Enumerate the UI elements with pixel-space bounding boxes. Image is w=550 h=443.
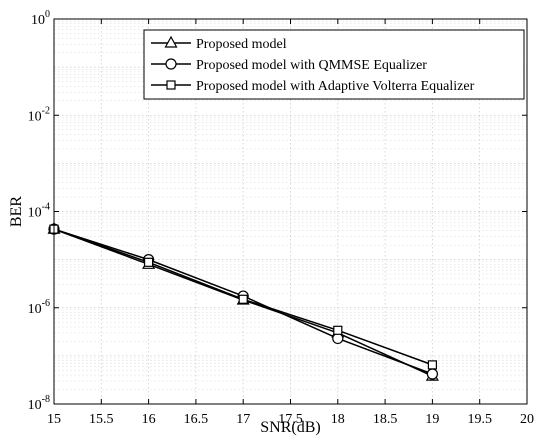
square-marker <box>166 80 176 90</box>
y-tick-label: 10-2 <box>28 105 50 124</box>
y-axis-label: BER <box>8 196 25 227</box>
x-tick-label: 18.5 <box>373 412 398 427</box>
x-tick-label: 20 <box>520 412 534 427</box>
legend-label: Proposed model with Adaptive Volterra Eq… <box>196 79 475 94</box>
triangle-marker <box>164 35 178 48</box>
circle-marker <box>332 332 344 345</box>
axis-ticks: 15 15.5 16 16.5 17 17.5 18 18.5 19 19.5 20 10-8 10-6… <box>28 9 534 427</box>
x-tick-label: 15.5 <box>89 412 114 427</box>
x-tick-label: 19.5 <box>467 412 492 427</box>
x-axis-label: SNR(dB) <box>260 419 320 436</box>
square-marker <box>333 325 343 335</box>
legend-label: Proposed model <box>196 37 287 52</box>
square-marker <box>238 294 248 304</box>
legend-item: Proposed model with Adaptive Volterra Eq… <box>151 79 475 94</box>
circle-marker <box>165 58 177 70</box>
x-tick-label: 19 <box>425 412 439 427</box>
legend-box <box>143 29 525 100</box>
x-tick-label: 15 <box>47 412 61 427</box>
square-marker <box>427 360 437 370</box>
legend-item: Proposed model with QMMSE Equalizer <box>151 58 427 73</box>
x-tick-label: 16.5 <box>184 412 209 427</box>
series-layer <box>47 221 439 381</box>
y-tick-label: 10-4 <box>28 202 50 221</box>
x-tick-label: 17.5 <box>278 412 303 427</box>
x-tick-label: 16 <box>142 412 156 427</box>
legend: Proposed model Proposed model with QMMSE … <box>143 29 525 100</box>
y-tick-label: 10-8 <box>28 394 50 413</box>
legend-item: Proposed model <box>151 35 287 52</box>
x-tick-label: 17 <box>236 412 250 427</box>
circle-marker <box>426 368 438 380</box>
legend-label: Proposed model with QMMSE Equalizer <box>196 58 427 73</box>
square-marker <box>144 257 154 267</box>
y-tick-label: 100 <box>31 9 50 28</box>
y-tick-label: 10-6 <box>28 298 50 317</box>
x-tick-label: 18 <box>331 412 345 427</box>
